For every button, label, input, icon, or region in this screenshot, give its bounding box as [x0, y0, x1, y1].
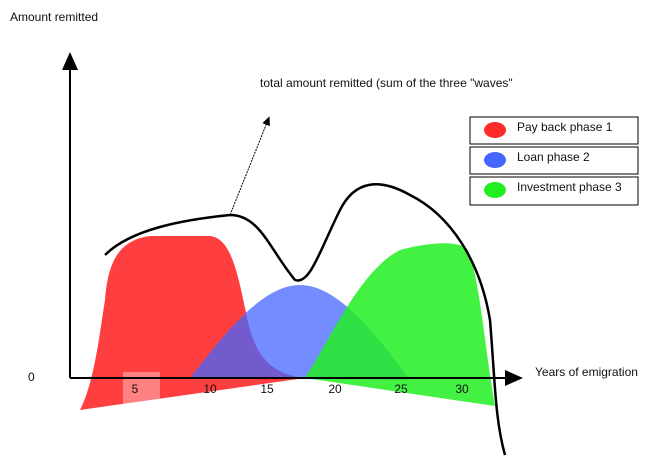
- legend-label: Pay back phase 1: [517, 120, 613, 134]
- x-tick-label: 5: [132, 382, 139, 396]
- y-axis-label: Amount remitted: [10, 10, 98, 24]
- x-ticks: 5 10 15 20 25 30: [132, 382, 469, 396]
- x-tick-label: 10: [203, 382, 217, 396]
- x-tick-label: 25: [394, 382, 408, 396]
- legend-swatch: [484, 152, 506, 168]
- x-axis-label: Years of emigration: [535, 365, 638, 379]
- x-tick-label: 20: [328, 382, 342, 396]
- x-tick-label: 30: [455, 382, 469, 396]
- annotation-arrow: [229, 116, 270, 216]
- total-curve: [104, 183, 507, 456]
- legend-label: Loan phase 2: [517, 150, 590, 164]
- legend-swatch: [484, 122, 506, 138]
- x-tick-label: 15: [260, 382, 274, 396]
- legend-label: Investment phase 3: [517, 180, 622, 194]
- highlight: [123, 372, 160, 405]
- legend-swatch: [484, 182, 506, 198]
- wave-3: [305, 243, 495, 406]
- origin-label: 0: [28, 370, 35, 384]
- annotation: total amount remitted (sum of the three …: [260, 76, 513, 90]
- legend: Pay back phase 1 Loan phase 2 Investment…: [469, 116, 639, 206]
